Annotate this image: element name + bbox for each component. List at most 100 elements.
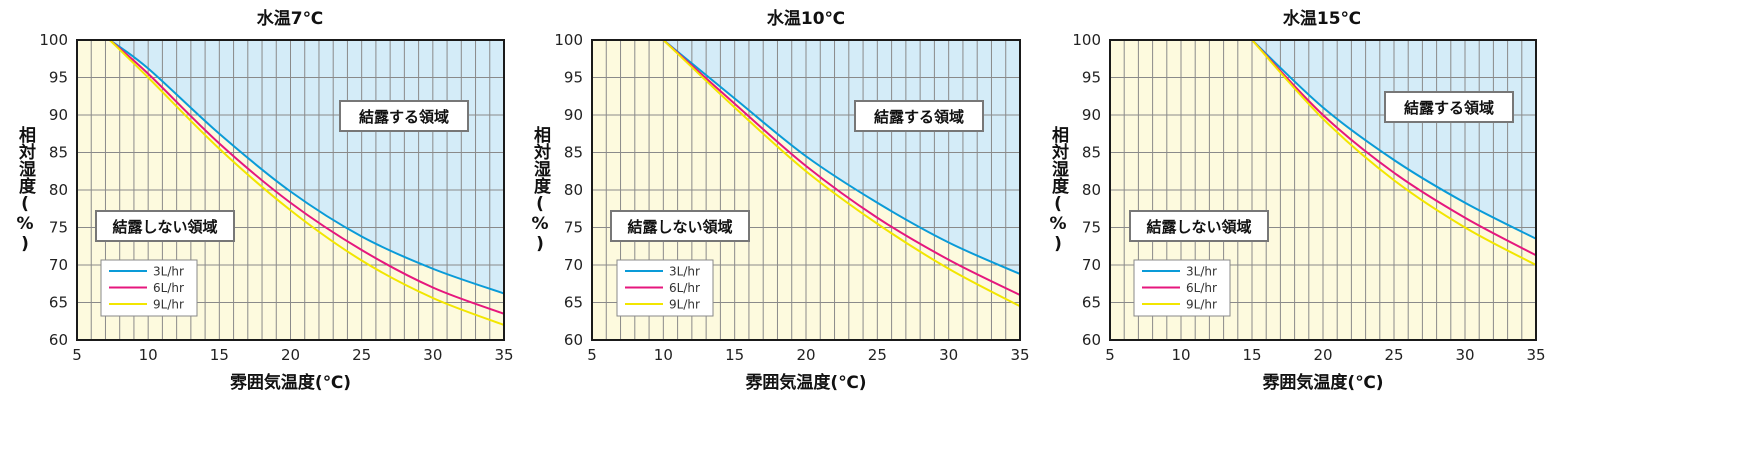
x-axis-label: 雰囲気温度(℃) xyxy=(745,372,866,393)
series-line-6L/hr xyxy=(1251,40,1536,257)
x-tick-label: 10 xyxy=(1171,346,1190,364)
x-tick-label: 15 xyxy=(725,346,744,364)
legend-entry-label: 3L/hr xyxy=(1186,265,1217,279)
y-axis-label: 相対湿度(%) xyxy=(1048,125,1070,254)
series-line-9L/hr xyxy=(662,40,1020,308)
region-label-box-condensation xyxy=(1384,91,1514,123)
x-tick-label: 35 xyxy=(1010,346,1029,364)
region-label-no-condensation: 結露しない領域 xyxy=(1146,218,1251,236)
y-tick-label: 80 xyxy=(564,181,583,199)
region-label-condensation: 結露する領域 xyxy=(1404,99,1494,117)
chart-title: 水温15℃ xyxy=(1283,8,1361,29)
series-line-9L/hr xyxy=(1251,40,1536,266)
y-tick-label: 100 xyxy=(1072,31,1101,49)
y-tick-label: 100 xyxy=(554,31,583,49)
y-tick-label: 70 xyxy=(564,256,583,274)
x-tick-label: 25 xyxy=(1384,346,1403,364)
x-tick-label: 10 xyxy=(139,346,158,364)
y-tick-label: 70 xyxy=(49,256,68,274)
legend: 3L/hr 6L/hr 9L/hr xyxy=(616,259,714,317)
y-axis-label: 相対湿度(%) xyxy=(530,125,552,254)
chart-panel-2: 5 10 15 20 25 30 35 60 65 70 75 80 85 90 95 100 水温10℃ 雰囲気… xyxy=(530,8,1030,393)
legend-entry-label: 6L/hr xyxy=(1186,281,1217,295)
legend-entry-label: 9L/hr xyxy=(1186,298,1217,312)
y-tick-label: 65 xyxy=(564,294,583,312)
y-tick-label: 95 xyxy=(49,69,68,87)
grid-lines xyxy=(1110,40,1536,340)
series-line-6L/hr xyxy=(109,40,504,315)
region-label-no-condensation: 結露しない領域 xyxy=(112,218,217,236)
legend-entry-label: 3L/hr xyxy=(153,265,184,279)
y-tick-label: 85 xyxy=(564,144,583,162)
legend-entry-label: 9L/hr xyxy=(153,298,184,312)
y-tick-label: 65 xyxy=(49,294,68,312)
series-line-9L/hr xyxy=(109,40,504,326)
x-tick-label: 20 xyxy=(1313,346,1332,364)
y-tick-label: 75 xyxy=(1082,219,1101,237)
legend-entry-label: 6L/hr xyxy=(669,281,700,295)
y-tick-label: 70 xyxy=(1082,256,1101,274)
series-line-3L/hr xyxy=(1251,40,1536,240)
chart-panel-3: 5 10 15 20 25 30 35 60 65 70 75 80 85 90 95 100 水温15℃ 雰囲気… xyxy=(1048,8,1546,393)
plot-frame xyxy=(591,39,1021,341)
x-tick-label: 35 xyxy=(1526,346,1545,364)
x-tick-label: 15 xyxy=(1242,346,1261,364)
x-tick-label: 25 xyxy=(352,346,371,364)
series-line-3L/hr xyxy=(662,40,1020,275)
x-tick-label: 25 xyxy=(868,346,887,364)
x-tick-label: 15 xyxy=(210,346,229,364)
y-tick-label: 60 xyxy=(564,331,583,349)
x-tick-label: 30 xyxy=(423,346,442,364)
y-tick-label: 65 xyxy=(1082,294,1101,312)
chart-title: 水温10℃ xyxy=(767,8,845,29)
legend-entry-label: 6L/hr xyxy=(153,281,184,295)
x-tick-label: 5 xyxy=(587,346,597,364)
y-tick-label: 60 xyxy=(49,331,68,349)
legend-box xyxy=(1133,259,1231,317)
x-axis-label: 雰囲気温度(℃) xyxy=(230,372,351,393)
chart-panel-1: 5 10 15 20 25 30 35 60 65 70 75 80 85 90 95 100 水温7℃ 雰囲気温… xyxy=(15,8,514,393)
y-tick-label: 80 xyxy=(49,181,68,199)
legend-entry-label: 9L/hr xyxy=(669,298,700,312)
y-tick-label: 75 xyxy=(564,219,583,237)
x-tick-label: 20 xyxy=(796,346,815,364)
x-tick-label: 20 xyxy=(281,346,300,364)
plot-frame xyxy=(76,39,505,341)
y-tick-label: 90 xyxy=(1082,106,1101,124)
y-tick-label: 60 xyxy=(1082,331,1101,349)
region-label-condensation: 結露する領域 xyxy=(874,108,964,126)
y-tick-label: 85 xyxy=(1082,144,1101,162)
series-line-6L/hr xyxy=(662,40,1020,296)
region-label-box-no-condensation xyxy=(95,210,235,242)
plot-frame xyxy=(1109,39,1537,341)
y-tick-label: 100 xyxy=(39,31,68,49)
legend: 3L/hr 6L/hr 9L/hr xyxy=(100,259,198,317)
legend: 3L/hr 6L/hr 9L/hr xyxy=(1133,259,1231,317)
x-axis-label: 雰囲気温度(℃) xyxy=(1262,372,1383,393)
legend-entry-label: 3L/hr xyxy=(669,265,700,279)
x-tick-label: 30 xyxy=(1455,346,1474,364)
region-label-box-condensation xyxy=(339,100,469,132)
x-tick-label: 35 xyxy=(494,346,513,364)
y-tick-label: 90 xyxy=(49,106,68,124)
x-tick-label: 5 xyxy=(72,346,82,364)
region-label-box-no-condensation xyxy=(610,210,750,242)
x-tick-label: 5 xyxy=(1105,346,1115,364)
y-tick-label: 95 xyxy=(1082,69,1101,87)
y-tick-label: 75 xyxy=(49,219,68,237)
region-label-no-condensation: 結露しない領域 xyxy=(627,218,732,236)
series-line-3L/hr xyxy=(109,40,504,295)
x-tick-label: 30 xyxy=(939,346,958,364)
y-axis-label: 相対湿度(%) xyxy=(15,125,37,254)
y-tick-label: 95 xyxy=(564,69,583,87)
y-tick-label: 90 xyxy=(564,106,583,124)
y-tick-label: 85 xyxy=(49,144,68,162)
chart-title: 水温7℃ xyxy=(257,8,323,29)
y-tick-label: 80 xyxy=(1082,181,1101,199)
region-label-box-condensation xyxy=(854,100,984,132)
region-label-box-no-condensation xyxy=(1129,210,1269,242)
region-label-condensation: 結露する領域 xyxy=(359,108,449,126)
x-tick-label: 10 xyxy=(654,346,673,364)
